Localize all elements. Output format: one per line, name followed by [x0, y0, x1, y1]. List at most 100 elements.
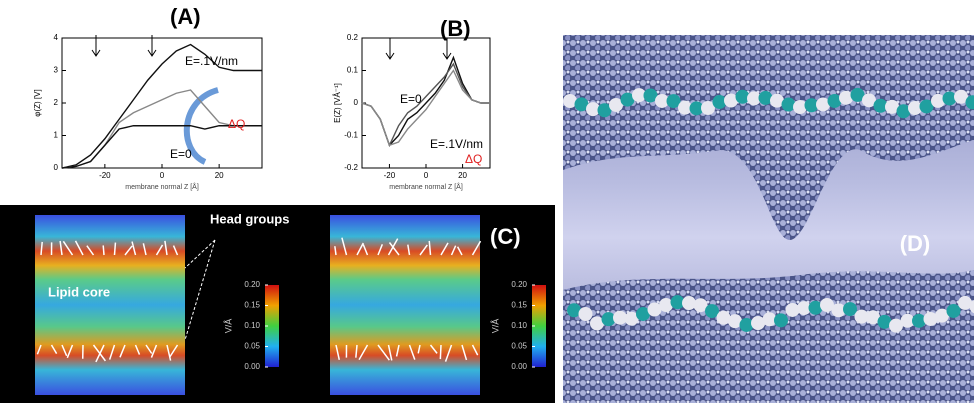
vector	[102, 245, 105, 256]
atom	[597, 103, 612, 118]
y-tick-label: 4	[54, 33, 59, 42]
annotation: E=.1V/nm	[185, 54, 238, 68]
vector	[358, 344, 369, 361]
x-axis-label: membrane normal Z [Å]	[389, 182, 463, 191]
atom	[689, 101, 704, 116]
annotation: Lipid core	[48, 284, 110, 299]
colorbar-tick-label: 0.05	[244, 342, 260, 351]
vector	[450, 245, 457, 256]
atom	[747, 91, 761, 106]
line-series	[61, 125, 262, 169]
vector	[119, 344, 126, 358]
panel-label: (A)	[170, 4, 201, 29]
y-axis-label: φ(Z) [V]	[33, 89, 42, 116]
atom	[716, 310, 731, 325]
vector	[166, 344, 172, 361]
x-tick-label: -20	[99, 171, 111, 180]
atom	[758, 90, 773, 105]
y-tick-label: 2	[54, 98, 59, 107]
vector	[419, 244, 428, 256]
atom	[843, 302, 857, 317]
vector	[334, 246, 337, 256]
vector	[134, 344, 141, 355]
atom	[567, 303, 581, 318]
atom	[958, 295, 972, 310]
heatmap	[35, 215, 185, 395]
vector	[40, 241, 43, 256]
atom	[946, 303, 961, 318]
atom	[797, 301, 811, 316]
atom	[574, 97, 589, 112]
atom	[693, 298, 708, 313]
vector	[428, 240, 432, 256]
atom	[682, 296, 696, 311]
vector	[155, 244, 164, 256]
atom	[655, 93, 669, 108]
atom	[735, 89, 750, 104]
atom	[770, 93, 784, 108]
y-axis-label: E(Z) [VÅ⁻¹]	[333, 83, 342, 123]
line-series	[61, 43, 262, 169]
panel-label: (B)	[440, 16, 471, 41]
x-tick-label: 0	[424, 171, 429, 180]
colorbar-tick-label: 0.05	[511, 342, 527, 351]
atom	[643, 88, 658, 103]
atom	[620, 92, 635, 107]
vector	[59, 240, 63, 256]
atom	[919, 99, 934, 114]
line-series	[361, 69, 490, 147]
vector	[169, 344, 179, 358]
colorbar-tick-label: 0.20	[244, 280, 260, 289]
annotation: ΔQ	[465, 152, 482, 166]
atom	[900, 313, 915, 328]
atom	[942, 91, 957, 106]
colorbar-tick-label: 0.20	[511, 280, 527, 289]
atom	[935, 308, 949, 323]
atom	[854, 309, 869, 324]
y-tick-label: -0.2	[344, 163, 358, 172]
vector	[50, 344, 58, 355]
vector	[341, 237, 348, 256]
vector	[417, 344, 421, 354]
membrane-bottom	[563, 270, 974, 403]
atom	[712, 94, 727, 109]
vector	[172, 245, 179, 256]
atom	[666, 94, 681, 109]
vector	[150, 344, 158, 358]
atom	[762, 312, 777, 327]
x-tick-label: 20	[458, 171, 467, 180]
membrane-top	[563, 35, 974, 240]
colorbar-label: V/Å	[223, 319, 233, 334]
vector	[377, 344, 390, 361]
x-axis-label: membrane normal Z [Å]	[125, 182, 199, 191]
atom	[896, 104, 911, 119]
colorbar-tick-label: 0.15	[511, 301, 527, 310]
atom	[659, 298, 673, 313]
panel-label: (D)	[900, 231, 931, 256]
atom	[866, 310, 880, 325]
annotation: Head groups	[210, 211, 289, 226]
atom	[912, 313, 926, 328]
vector	[113, 242, 117, 256]
vector	[429, 344, 438, 354]
vector	[62, 240, 74, 256]
annotation: E=0	[400, 92, 422, 106]
vector	[471, 344, 479, 356]
vector	[395, 344, 400, 357]
vector	[444, 344, 453, 362]
colorbar-tick-label: 0.10	[511, 321, 527, 330]
annotation: E=0	[170, 147, 192, 161]
atom	[724, 93, 738, 108]
vector	[355, 344, 358, 358]
atom	[609, 97, 623, 112]
atom	[885, 99, 899, 114]
vector	[95, 344, 105, 363]
atom	[739, 317, 754, 332]
atom	[705, 304, 719, 319]
atom	[808, 300, 823, 315]
atom	[873, 98, 888, 113]
atom	[701, 100, 715, 115]
colorbar-tick-label: 0.10	[244, 321, 260, 330]
colorbar-tick-label: 0.00	[244, 362, 260, 371]
